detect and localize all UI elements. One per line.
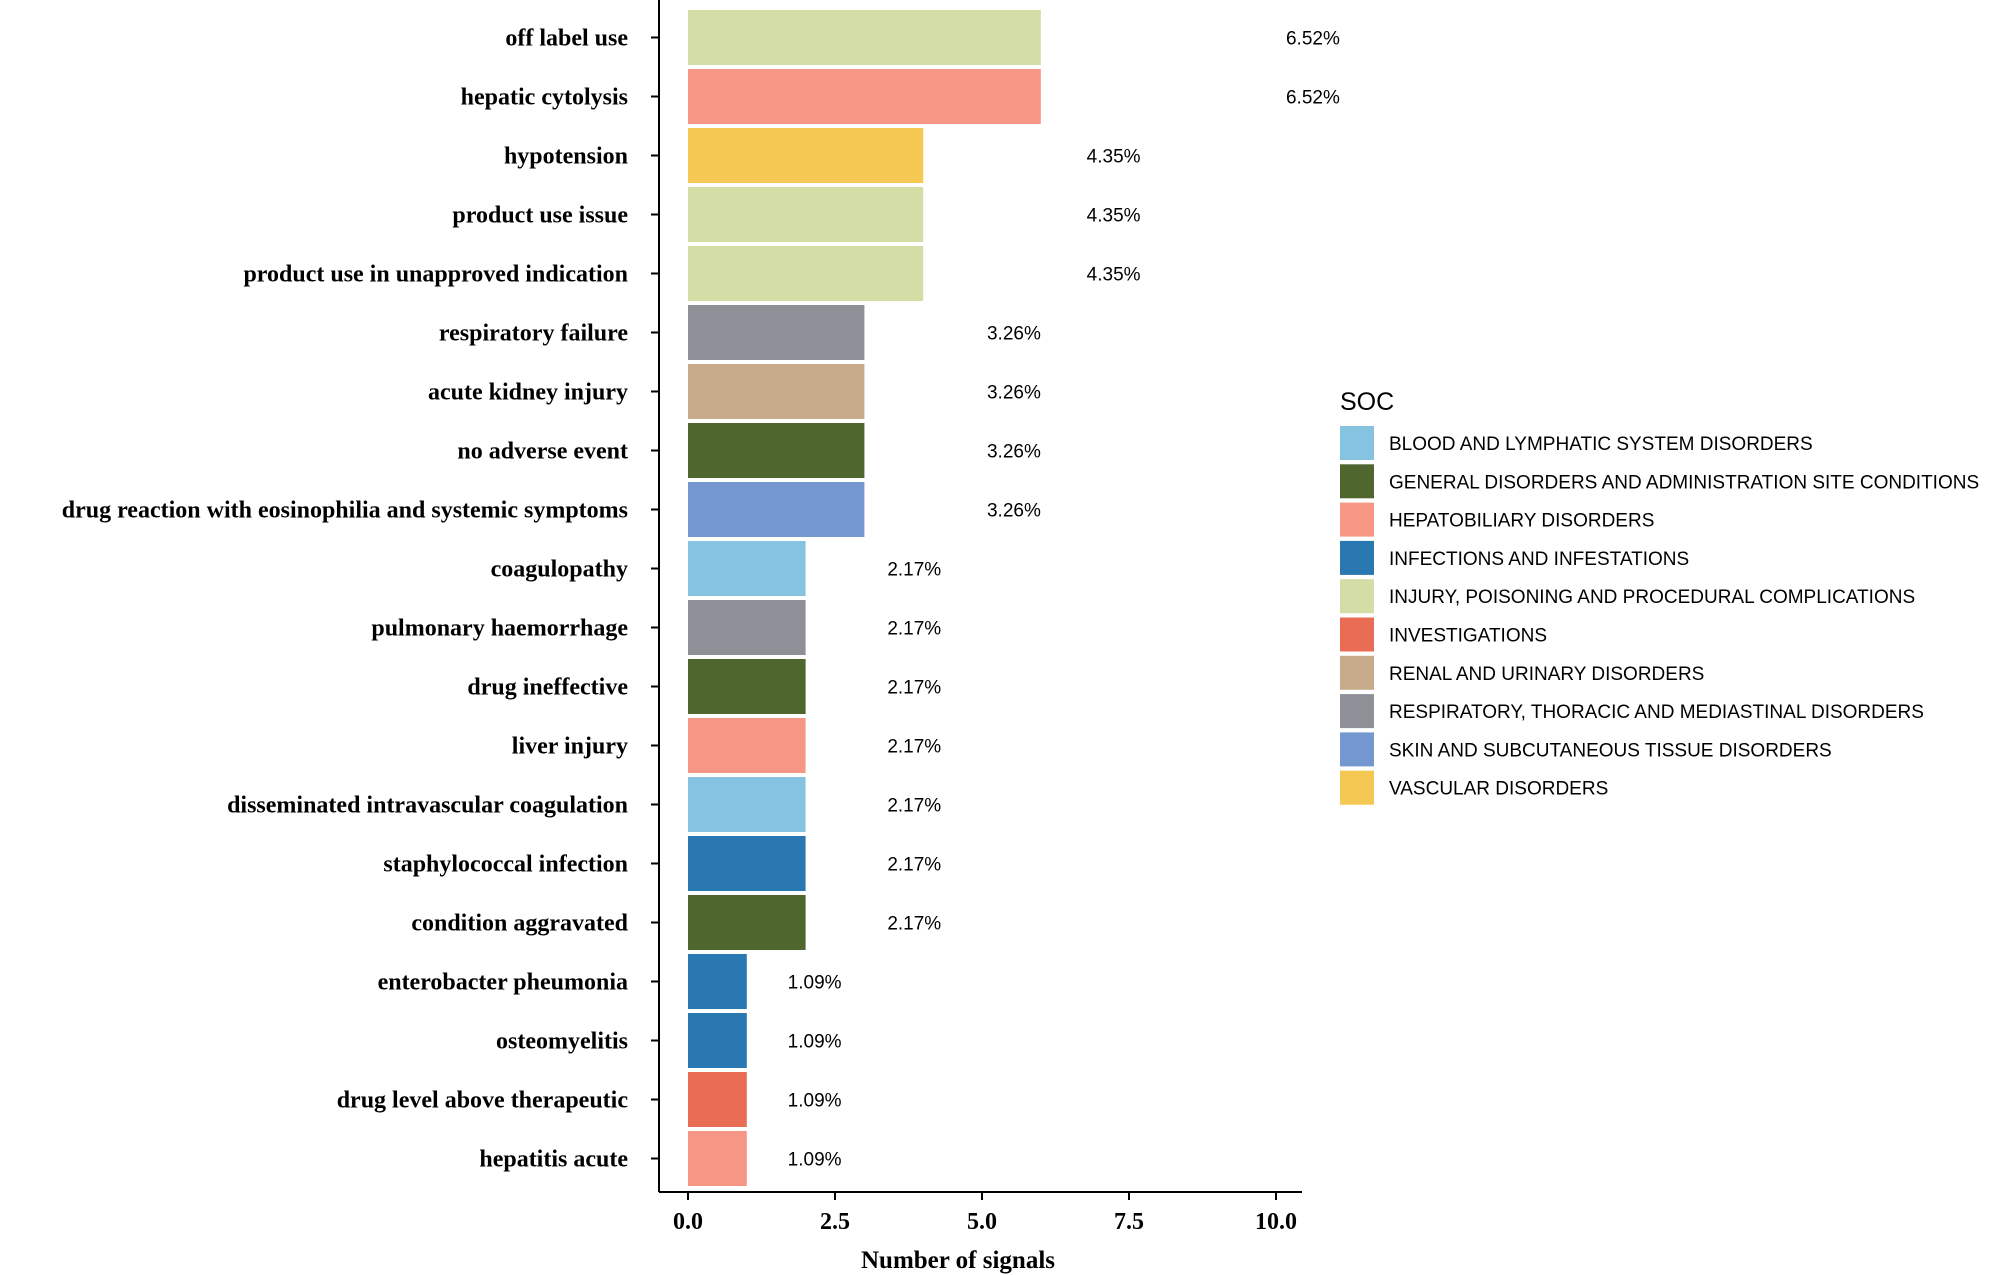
category-label: staphylococcal infection (383, 852, 628, 878)
bar (688, 777, 806, 832)
legend-label: HEPATOBILIARY DISORDERS (1389, 511, 1654, 532)
legend-swatch (1340, 579, 1374, 614)
bar (688, 718, 806, 773)
legend-label: INFECTIONS AND INFESTATIONS (1389, 549, 1689, 570)
legend-swatch (1340, 655, 1374, 690)
percentage-label: 2.17% (887, 796, 941, 817)
percentage-label: 1.09% (788, 1150, 842, 1171)
legend-swatch (1340, 426, 1374, 460)
bar (688, 600, 806, 655)
percentage-label: 2.17% (887, 855, 941, 876)
x-tick-label: 2.5 (820, 1209, 850, 1235)
legend-label: GENERAL DISORDERS AND ADMINISTRATION SIT… (1389, 472, 1979, 493)
percentage-label: 1.09% (788, 1091, 842, 1112)
category-label: disseminated intravascular coagulation (227, 793, 628, 819)
bar (688, 1131, 747, 1186)
category-label: pulmonary haemorrhage (371, 616, 628, 642)
x-tick-label: 5.0 (967, 1209, 997, 1235)
bar (688, 836, 806, 891)
percentage-label: 1.09% (788, 973, 842, 994)
legend-label: INJURY, POISONING AND PROCEDURAL COMPLIC… (1389, 587, 1915, 608)
category-label: drug level above therapeutic (337, 1088, 629, 1114)
legend-label: RENAL AND URINARY DISORDERS (1389, 664, 1704, 685)
percentage-label: 2.17% (887, 737, 941, 758)
legend-swatch (1340, 694, 1374, 729)
bar (688, 246, 924, 301)
legend-swatch (1340, 540, 1374, 575)
x-axis-title: Number of signals (861, 1247, 1055, 1274)
category-label: liver injury (512, 734, 628, 760)
category-label: coagulopathy (491, 557, 628, 583)
percentage-label: 4.35% (1087, 206, 1141, 227)
category-label: hepatic cytolysis (461, 85, 628, 111)
legend-label: RESPIRATORY, THORACIC AND MEDIASTINAL DI… (1389, 702, 1924, 723)
percentage-label: 2.17% (887, 914, 941, 935)
category-label: hypotension (504, 144, 628, 170)
legend-label: INVESTIGATIONS (1389, 626, 1547, 647)
legend-swatch (1340, 770, 1374, 805)
category-label: enterobacter pheumonia (378, 970, 628, 996)
category-label: drug ineffective (467, 675, 628, 701)
legend-swatch (1340, 617, 1374, 652)
x-tick-label: 10.0 (1255, 1209, 1297, 1235)
category-label: product use issue (452, 203, 628, 229)
percentage-label: 2.17% (887, 619, 941, 640)
bar (688, 305, 865, 360)
category-label: respiratory failure (439, 321, 628, 347)
category-label: hepatitis acute (479, 1147, 628, 1173)
legend: SOC BLOOD AND LYMPHATIC SYSTEM DISORDERS… (1340, 388, 1979, 805)
legend-title: SOC (1340, 388, 1394, 416)
percentage-label: 4.35% (1087, 147, 1141, 168)
bar (688, 364, 865, 419)
legend-swatch (1340, 464, 1374, 499)
bar (688, 10, 1041, 65)
legend-label: VASCULAR DISORDERS (1389, 779, 1608, 800)
category-label: drug reaction with eosinophilia and syst… (62, 498, 628, 524)
bar (688, 128, 924, 183)
x-tick-label: 0.0 (673, 1209, 703, 1235)
percentage-label: 6.52% (1286, 88, 1340, 109)
percentage-label: 2.17% (887, 560, 941, 581)
bar (688, 954, 747, 1009)
percentage-labels: 6.52% 6.52% 4.35% 4.35% 4.35% 3.26% 3.26% 3.26%… (788, 29, 1340, 1171)
x-axis-ticks: 0.0 2.5 5.0 7.5 10.0 (673, 1192, 1297, 1235)
axes (651, 0, 1302, 1193)
category-label: off label use (505, 26, 628, 52)
category-label: product use in unapproved indication (243, 262, 628, 288)
category-label: condition aggravated (411, 911, 628, 937)
bars-layer (688, 10, 1041, 1186)
legend-label: SKIN AND SUBCUTANEOUS TISSUE DISORDERS (1389, 740, 1832, 761)
category-label: osteomyelitis (496, 1029, 628, 1055)
bar (688, 659, 806, 714)
bar (688, 895, 806, 950)
percentage-label: 3.26% (987, 501, 1041, 522)
category-label: no adverse event (457, 439, 628, 465)
percentage-label: 4.35% (1087, 265, 1141, 286)
percentage-label: 6.52% (1286, 29, 1340, 50)
percentage-label: 3.26% (987, 324, 1041, 345)
category-labels: off label use hepatic cytolysis hypotensio… (62, 26, 629, 1173)
legend-swatch (1340, 732, 1374, 767)
bar (688, 187, 924, 242)
bar (688, 482, 865, 537)
bar (688, 423, 865, 478)
bar (688, 1072, 747, 1127)
bar (688, 1013, 747, 1068)
category-label: acute kidney injury (428, 380, 628, 406)
legend-swatch (1340, 502, 1374, 537)
bar (688, 541, 806, 596)
percentage-label: 3.26% (987, 383, 1041, 404)
legend-label: BLOOD AND LYMPHATIC SYSTEM DISORDERS (1389, 434, 1813, 455)
percentage-label: 1.09% (788, 1032, 842, 1053)
x-tick-label: 7.5 (1114, 1209, 1144, 1235)
percentage-label: 3.26% (987, 442, 1041, 463)
bar (688, 69, 1041, 124)
percentage-label: 2.17% (887, 678, 941, 699)
